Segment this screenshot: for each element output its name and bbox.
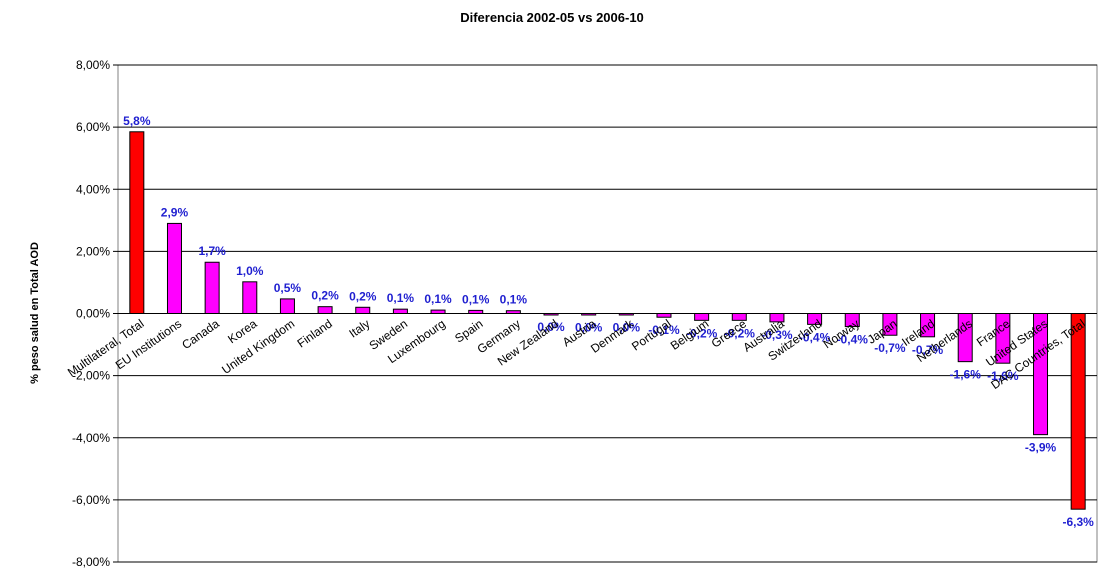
data-label: 0,0% bbox=[537, 320, 565, 334]
bar bbox=[430, 309, 446, 315]
data-label: 1,7% bbox=[198, 244, 226, 258]
data-label: 0,1% bbox=[424, 292, 452, 306]
bar bbox=[920, 313, 936, 338]
category-label: Italy bbox=[346, 316, 372, 340]
data-label: 0,5% bbox=[274, 281, 302, 295]
data-label: 0,1% bbox=[462, 292, 490, 306]
data-label: -0,4% bbox=[837, 333, 869, 347]
data-label: -0,7% bbox=[912, 343, 944, 357]
y-tick-label: -2,00% bbox=[72, 369, 110, 383]
y-axis-label: % peso salud en Total AOD bbox=[29, 242, 41, 384]
bar bbox=[957, 313, 973, 363]
bar bbox=[279, 298, 295, 315]
bar bbox=[129, 131, 145, 314]
data-label: 2,9% bbox=[161, 205, 189, 219]
bar bbox=[694, 313, 710, 321]
bar bbox=[882, 313, 898, 336]
data-label: -1,6% bbox=[987, 369, 1019, 383]
bar bbox=[807, 313, 823, 325]
y-tick-label: -6,00% bbox=[72, 493, 110, 507]
bar bbox=[242, 281, 258, 315]
data-label: -0,2% bbox=[724, 326, 756, 340]
data-label: 0,2% bbox=[311, 289, 339, 303]
chart-title: Diferencia 2002-05 vs 2006-10 bbox=[460, 10, 644, 25]
data-label: -0,7% bbox=[874, 341, 906, 355]
bar bbox=[581, 313, 597, 316]
data-label: -0,2% bbox=[686, 326, 718, 340]
y-tick-label: 6,00% bbox=[76, 120, 110, 134]
y-tick-label: -4,00% bbox=[72, 431, 110, 445]
data-label: 0,1% bbox=[387, 291, 415, 305]
category-label: EU Institutions bbox=[113, 316, 184, 372]
bar bbox=[543, 313, 559, 316]
data-label: 0,0% bbox=[613, 320, 641, 334]
data-label: 0,2% bbox=[349, 289, 377, 303]
bar bbox=[656, 313, 672, 318]
data-label: -3,9% bbox=[1025, 441, 1057, 455]
bar bbox=[355, 306, 371, 315]
bar bbox=[166, 222, 182, 314]
y-tick-label: 0,00% bbox=[76, 307, 110, 321]
y-tick-label: 4,00% bbox=[76, 182, 110, 196]
data-label: -0,1% bbox=[648, 323, 680, 337]
bar bbox=[995, 313, 1011, 364]
category-label: Finland bbox=[295, 316, 335, 350]
bar bbox=[769, 313, 785, 323]
bar bbox=[392, 308, 408, 314]
y-tick-label: -8,00% bbox=[72, 555, 110, 569]
plot-area: 8,00% 6,00% 4,00% 2,00% 0,00% -2,00% -4,00% -6,… bbox=[65, 58, 1098, 569]
category-label: Canada bbox=[179, 316, 222, 352]
bar bbox=[317, 306, 333, 315]
bar bbox=[618, 313, 634, 316]
y-tick-label: 2,00% bbox=[76, 244, 110, 258]
data-label: -6,3% bbox=[1062, 515, 1094, 529]
y-tick-label: 8,00% bbox=[76, 58, 110, 72]
bar bbox=[204, 261, 220, 315]
data-label: 1,0% bbox=[236, 264, 264, 278]
data-label: -0,3% bbox=[761, 328, 793, 342]
data-label: 0,1% bbox=[500, 293, 528, 307]
data-label: -0,4% bbox=[799, 330, 831, 344]
data-label: 0,0% bbox=[575, 320, 603, 334]
category-label: United Kingdom bbox=[219, 316, 297, 376]
bar bbox=[1070, 313, 1086, 510]
bar bbox=[505, 310, 521, 315]
bar bbox=[731, 313, 747, 321]
data-label: 5,8% bbox=[123, 114, 151, 128]
bar bbox=[468, 309, 484, 314]
data-label: -1,6% bbox=[950, 368, 982, 382]
bar bbox=[844, 313, 860, 328]
bar bbox=[1033, 313, 1049, 436]
